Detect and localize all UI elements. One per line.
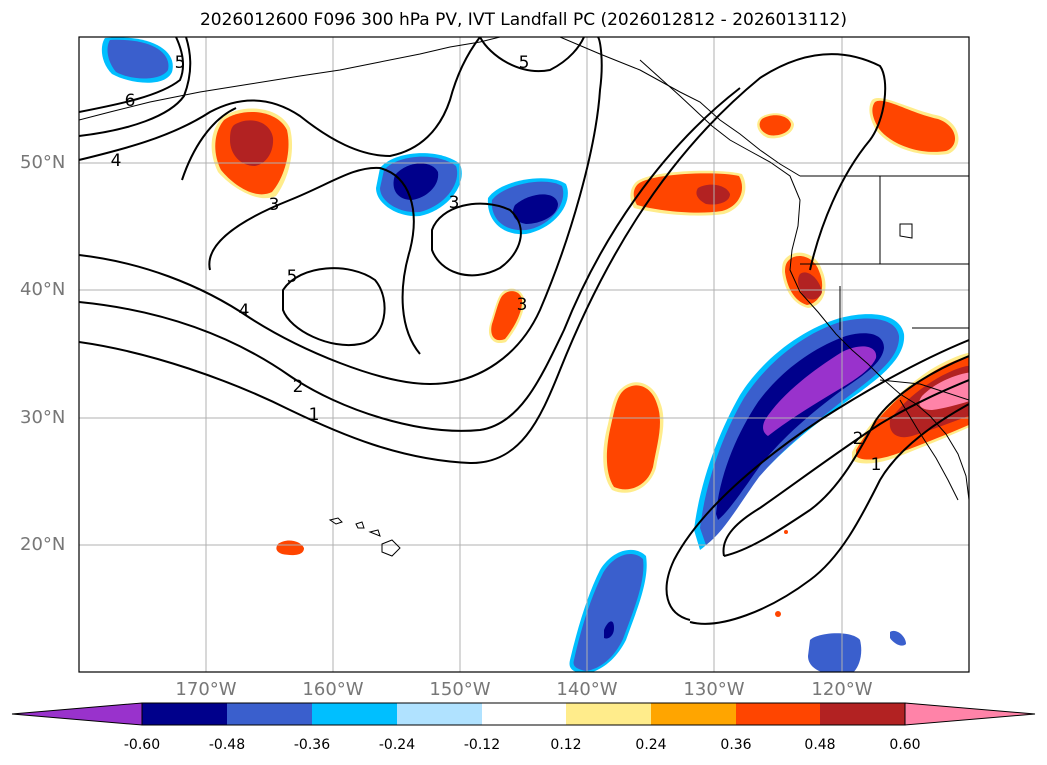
neg-region — [107, 39, 169, 79]
contour-label: 4 — [111, 151, 122, 171]
contour-east-5 — [875, 355, 969, 421]
contour-4-b — [79, 37, 192, 137]
contour-label: 3 — [269, 195, 280, 215]
lon-label-140w: 140°W — [556, 679, 618, 700]
colorbar-tick: 0.24 — [635, 737, 667, 753]
canada-islands — [899, 223, 913, 239]
colorbar-extend-low — [11, 702, 143, 726]
neg-region — [808, 633, 862, 672]
neg-strong-region — [393, 163, 439, 200]
colorbar-segment — [227, 703, 312, 725]
map-title: 2026012600 F096 300 hPa PV, IVT Landfall… — [199, 10, 847, 30]
hawaii — [328, 517, 401, 557]
colorbar-tick: -0.60 — [123, 737, 161, 753]
baja-coast — [899, 399, 959, 501]
contour-label-layer: 5 6 4 3 3 5 4 2 1 3 5 2 1 — [111, 53, 882, 475]
lon-label-150w: 150°W — [429, 679, 491, 700]
lon-label-160w: 160°W — [302, 679, 364, 700]
neg-strong-region — [604, 621, 614, 639]
lat-label-20n: 20°N — [20, 534, 66, 555]
contour-east-3 — [689, 403, 969, 625]
colorbar-segment — [566, 703, 651, 725]
shading-layer — [101, 37, 969, 672]
graticule — [79, 37, 969, 672]
neg-region — [573, 553, 644, 671]
contour-6 — [79, 37, 184, 113]
contour-label: 5 — [519, 53, 530, 73]
contour-1 — [79, 53, 887, 465]
coastlines — [79, 37, 969, 557]
contour-3-inner — [431, 202, 522, 277]
colorbar-tick: 0.48 — [804, 737, 836, 753]
colorbar-tick: 0.36 — [720, 737, 752, 753]
contour-5-top — [479, 37, 585, 73]
contour-label: 1 — [871, 455, 882, 475]
pos-region — [491, 291, 523, 341]
colorbar-segment — [142, 703, 227, 725]
contour-label: 3 — [517, 295, 528, 315]
gulf-coast — [559, 37, 801, 177]
contour-label: 5 — [175, 53, 186, 73]
pos-region — [872, 100, 956, 152]
colorbar-tick: -0.36 — [293, 737, 331, 753]
colorbar-tick: 0.60 — [889, 737, 921, 753]
map-panel: 5 6 4 3 3 5 4 2 1 3 5 2 1 — [78, 36, 970, 673]
contour-label: 2 — [853, 429, 864, 449]
contour-label: 3 — [449, 193, 460, 213]
contour-label: 4 — [239, 301, 250, 321]
lat-label-40n: 40°N — [20, 279, 66, 300]
lon-label-120w: 120°W — [811, 679, 873, 700]
lat-label-50n: 50°N — [20, 152, 66, 173]
mex-border — [879, 379, 969, 401]
colorbar-segments — [11, 702, 1036, 726]
colorbar-tick: -0.24 — [378, 737, 416, 753]
colorbar-segment — [651, 703, 736, 725]
lat-label-30n: 30°N — [20, 407, 66, 428]
lon-label-130w: 130°W — [683, 679, 745, 700]
bc-coast — [639, 59, 969, 501]
colorbar-tick: 0.12 — [550, 737, 582, 753]
neg-extreme-region — [763, 346, 877, 436]
lon-label-170w: 170°W — [175, 679, 237, 700]
pos-strong-region — [797, 272, 822, 300]
contour-lines — [79, 37, 969, 625]
contour-label: 6 — [125, 91, 136, 111]
contour-3-b — [181, 107, 237, 181]
contour-label: 2 — [293, 377, 304, 397]
pos-region — [606, 385, 660, 490]
contour-label: 5 — [287, 267, 298, 287]
colorbar-segment — [820, 703, 905, 725]
colorbar-tick: -0.48 — [208, 737, 246, 753]
contour-3 — [79, 37, 603, 386]
contour-4 — [79, 37, 481, 161]
colorbar-extend-high — [904, 702, 1036, 726]
alaska-coast — [79, 37, 501, 121]
contour-label: 1 — [309, 405, 320, 425]
pos-region — [759, 115, 791, 136]
colorbar-outline — [141, 702, 906, 726]
contour-east-2 — [722, 379, 969, 557]
colorbar-segment — [312, 703, 397, 725]
pos-region — [276, 540, 304, 556]
colorbar-segment — [736, 703, 820, 725]
colorbar-tick: -0.12 — [463, 737, 501, 753]
colorbar-segment — [397, 703, 482, 725]
contour-5-ring — [282, 267, 386, 347]
contour-east-4 — [723, 419, 877, 557]
neg-strong-region — [512, 194, 558, 224]
contour-east-1 — [665, 339, 969, 621]
neg-region — [890, 630, 906, 646]
colorbar-segment — [482, 703, 566, 725]
contour-3-loop — [208, 166, 421, 355]
pos-strong-region — [230, 120, 274, 166]
contour-2 — [79, 87, 741, 432]
map-frame — [78, 36, 970, 673]
pos-strong-region — [696, 184, 730, 205]
